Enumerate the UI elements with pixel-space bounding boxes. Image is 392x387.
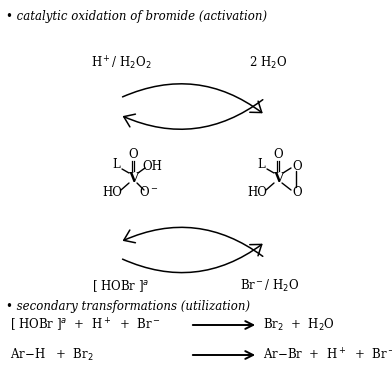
Text: O: O (292, 159, 302, 173)
Text: • secondary transformations (utilization): • secondary transformations (utilization… (6, 300, 250, 313)
FancyArrowPatch shape (123, 245, 262, 272)
Text: O: O (273, 149, 283, 161)
Text: Ar$-$H   +  Br$_2$: Ar$-$H + Br$_2$ (10, 347, 94, 363)
Text: L: L (257, 159, 265, 171)
Text: HO: HO (247, 185, 267, 199)
Text: Br$_2$  +  H$_2$O: Br$_2$ + H$_2$O (263, 317, 335, 333)
Text: L: L (112, 159, 120, 171)
Text: O: O (128, 149, 138, 161)
Text: H$^+$/ H$_2$O$_2$: H$^+$/ H$_2$O$_2$ (91, 55, 151, 72)
Text: OH: OH (142, 159, 162, 173)
Text: Ar$-$Br  +  H$^+$  +  Br$^-$: Ar$-$Br + H$^+$ + Br$^-$ (263, 348, 392, 363)
Text: O: O (292, 185, 302, 199)
Text: [ HOBr ]$^a$: [ HOBr ]$^a$ (92, 278, 150, 294)
Text: • catalytic oxidation of bromide (activation): • catalytic oxidation of bromide (activa… (6, 10, 267, 23)
Text: 2 H$_2$O: 2 H$_2$O (249, 55, 287, 71)
Text: V: V (128, 171, 138, 185)
Text: HO: HO (102, 185, 122, 199)
FancyArrowPatch shape (124, 227, 263, 256)
Text: O$^-$: O$^-$ (139, 185, 159, 199)
FancyArrowPatch shape (124, 100, 263, 129)
Text: Br$^-$/ H$_2$O: Br$^-$/ H$_2$O (240, 278, 300, 294)
Text: [ HOBr ]$^a$  +  H$^+$  +  Br$^-$: [ HOBr ]$^a$ + H$^+$ + Br$^-$ (10, 317, 161, 334)
FancyArrowPatch shape (123, 84, 262, 113)
Text: V: V (273, 171, 283, 185)
